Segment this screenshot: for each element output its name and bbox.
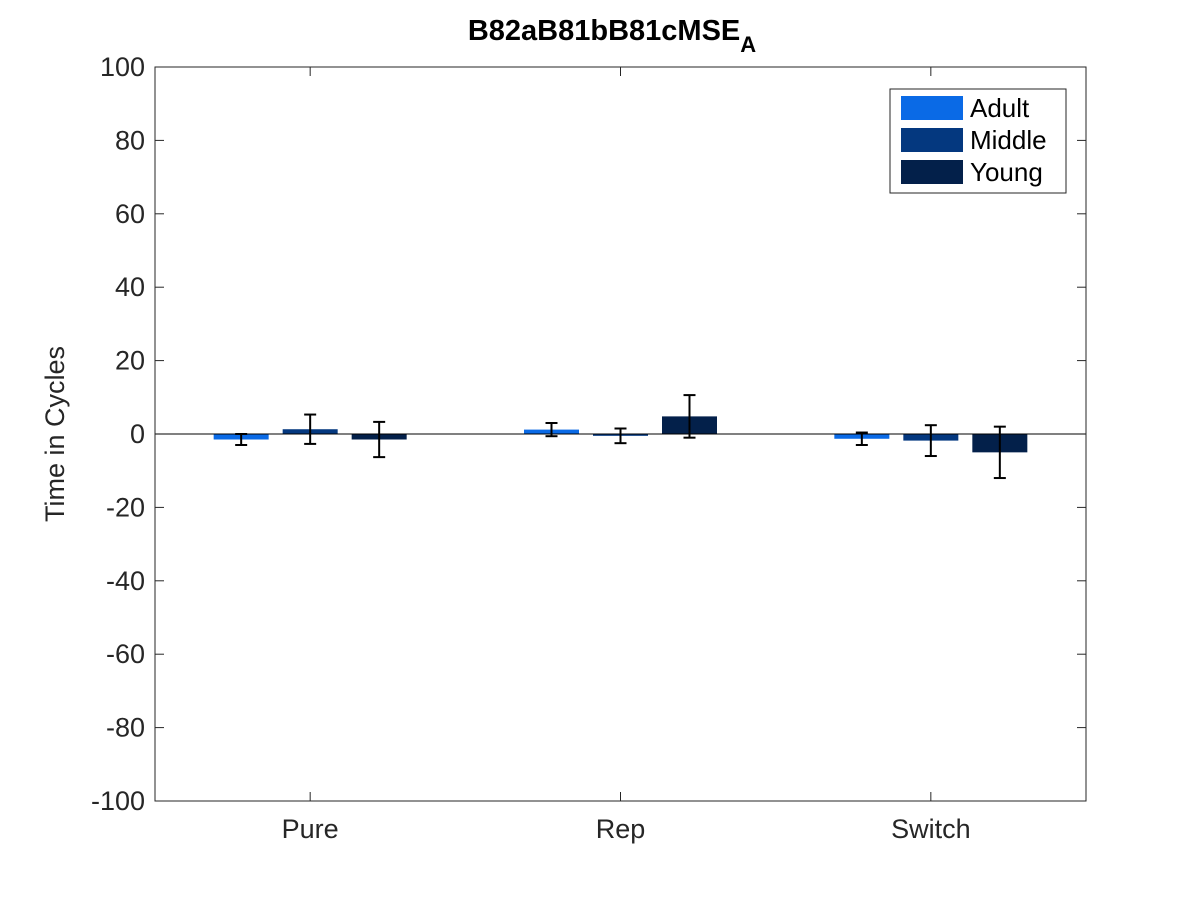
y-tick-label: 20 xyxy=(115,346,145,376)
x-ticks-group: Pure Rep Switch xyxy=(282,67,971,844)
y-ticks-group: -100 -80 -60 -40 -20 0 20 40 60 80 100 xyxy=(91,52,1086,816)
y-tick-label: -60 xyxy=(106,639,145,669)
y-tick-label: 40 xyxy=(115,272,145,302)
legend-swatch-young xyxy=(901,160,963,184)
chart-title-subscript: A xyxy=(740,32,756,57)
x-tick-label: Rep xyxy=(596,814,646,844)
legend-swatch-middle xyxy=(901,128,963,152)
legend-label-middle: Middle xyxy=(970,125,1047,155)
x-tick-label: Switch xyxy=(891,814,971,844)
y-tick-label: -20 xyxy=(106,492,145,522)
plot-frame xyxy=(154,66,1087,802)
y-tick-label: -80 xyxy=(106,713,145,743)
legend-label-young: Young xyxy=(970,157,1043,187)
y-tick-label: 0 xyxy=(130,419,145,449)
legend-label-adult: Adult xyxy=(970,93,1030,123)
x-tick-label: Pure xyxy=(282,814,339,844)
error-bars-group xyxy=(235,394,1006,480)
legend-swatch-adult xyxy=(901,96,963,120)
y-tick-label: 80 xyxy=(115,125,145,155)
y-tick-label: 100 xyxy=(100,52,145,82)
y-tick-label: -40 xyxy=(106,566,145,596)
chart-title-main: B82aB81bB81cMSE xyxy=(468,15,740,47)
y-tick-label: 60 xyxy=(115,199,145,229)
chart-title: B82aB81bB81cMSEA xyxy=(468,15,756,57)
y-tick-label: -100 xyxy=(91,786,145,816)
y-axis-label: Time in Cycles xyxy=(40,346,70,522)
